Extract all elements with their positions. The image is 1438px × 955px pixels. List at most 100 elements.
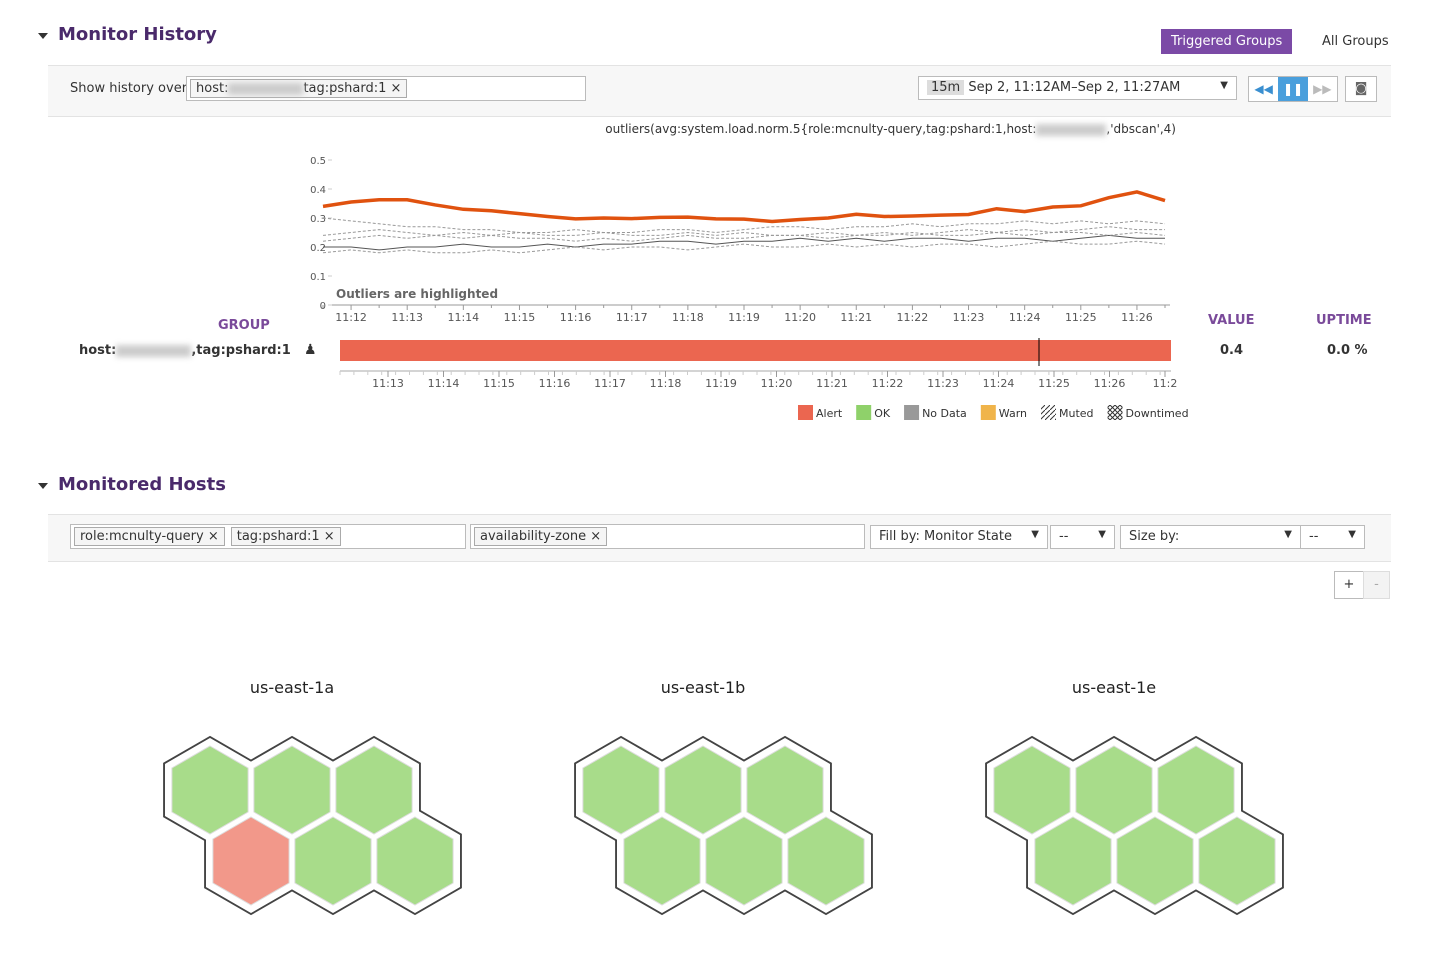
collapse-icon[interactable] bbox=[38, 33, 48, 39]
section-title: Monitor History bbox=[58, 24, 217, 45]
group-input[interactable]: availability-zone × bbox=[470, 524, 865, 549]
timeline-tick-label: 11:18 bbox=[650, 377, 682, 390]
host-map: us-east-1a us-east-1b us-east-1e bbox=[163, 678, 1284, 916]
host-hex bbox=[993, 745, 1071, 835]
host-hex bbox=[705, 816, 783, 906]
host-hex bbox=[335, 745, 413, 835]
timeline-tick-label: 11:14 bbox=[428, 377, 460, 390]
column-header: VALUE bbox=[1208, 313, 1255, 328]
fill-select[interactable]: -- ▼ bbox=[1050, 525, 1115, 549]
rewind-button[interactable]: ◀◀ bbox=[1254, 82, 1273, 96]
annotation: Outliers are highlighted bbox=[336, 287, 498, 301]
host-hex bbox=[623, 816, 701, 906]
fill-select[interactable]: Fill by: Monitor State ▼ bbox=[870, 525, 1048, 549]
host-hex bbox=[746, 745, 824, 835]
timeline-tick-label: 11:2 bbox=[1153, 377, 1178, 390]
chip-text: availability-zone bbox=[480, 529, 587, 544]
host-hex bbox=[1034, 816, 1112, 906]
x-tick-label: 11:23 bbox=[953, 311, 985, 324]
host-hex bbox=[253, 745, 331, 835]
filter-input[interactable]: role:mcnulty-query × tag:pshard:1 × bbox=[70, 524, 466, 549]
x-tick-label: 11:19 bbox=[728, 311, 760, 324]
group-name: us-east-1a bbox=[250, 678, 334, 697]
x-tick-label: 11:22 bbox=[897, 311, 929, 324]
forward-button[interactable]: ▶▶ bbox=[1313, 82, 1332, 96]
select-text: -- bbox=[1309, 529, 1319, 544]
x-tick-label: 11:14 bbox=[447, 311, 479, 324]
host-hex bbox=[294, 816, 372, 906]
range-text: Sep 2, 11:12AM–Sep 2, 11:27AM bbox=[968, 80, 1181, 95]
column-header: UPTIME bbox=[1316, 313, 1372, 328]
pause-button[interactable]: ❚❚ bbox=[1278, 77, 1308, 101]
column-header: GROUP bbox=[218, 318, 270, 333]
uptime: 0.0 % bbox=[1327, 343, 1368, 358]
x-tick-label: 11:15 bbox=[504, 311, 536, 324]
series-line bbox=[322, 217, 1166, 234]
mute-icon[interactable]: ♟ bbox=[304, 342, 317, 358]
tab-button[interactable]: Triggered Groups bbox=[1161, 29, 1293, 54]
time-select[interactable]: 15m Sep 2, 11:12AM–Sep 2, 11:27AM ▼ bbox=[918, 76, 1237, 100]
label: Show history over bbox=[70, 81, 188, 96]
chip-text: role:mcnulty-query bbox=[80, 529, 204, 544]
chip-text: host: bbox=[196, 81, 229, 96]
tab-button[interactable]: All Groups bbox=[1322, 34, 1389, 49]
x-tick-label: 11:20 bbox=[784, 311, 816, 324]
range-short: 15m bbox=[927, 80, 965, 95]
x-tick-label: 11:17 bbox=[616, 311, 648, 324]
y-tick-label: 0.1 bbox=[310, 272, 326, 283]
legend-swatch bbox=[1107, 405, 1123, 420]
filter-input[interactable]: host: tag:pshard:1 × bbox=[186, 76, 586, 101]
size-select[interactable]: Size by: ▼ bbox=[1120, 525, 1301, 549]
legend-label: Muted bbox=[1059, 407, 1094, 420]
legend-label: Downtimed bbox=[1126, 407, 1189, 420]
size-select[interactable]: -- ▼ bbox=[1300, 525, 1365, 549]
timeline-tick-label: 11:15 bbox=[483, 377, 515, 390]
timeline-tick-label: 11:17 bbox=[594, 377, 626, 390]
timeline-tick-label: 11:24 bbox=[983, 377, 1015, 390]
value: 0.4 bbox=[1220, 343, 1244, 358]
series-line bbox=[322, 226, 1165, 242]
series-line bbox=[322, 229, 1166, 242]
query: outliers(avg:system.load.norm.5{role:mcn… bbox=[605, 122, 1176, 136]
host-hex bbox=[787, 816, 865, 906]
x-tick-label: 11:16 bbox=[560, 311, 592, 324]
query-text: outliers(avg:system.load.norm.5{role:mcn… bbox=[605, 122, 1037, 136]
host-hex bbox=[1116, 816, 1194, 906]
group-name: us-east-1e bbox=[1072, 678, 1156, 697]
chip[interactable]: role:mcnulty-query × bbox=[74, 527, 225, 546]
host-hex bbox=[1157, 745, 1235, 835]
group-name: host: ,tag:pshard:1 bbox=[79, 343, 291, 358]
y-tick-label: 0.3 bbox=[310, 214, 326, 225]
collapse-icon[interactable] bbox=[38, 483, 48, 489]
chip[interactable]: host: tag:pshard:1 × bbox=[190, 79, 408, 98]
timeline-tick-label: 11:21 bbox=[816, 377, 848, 390]
chip-text: tag:pshard:1 bbox=[236, 529, 320, 544]
host-hex bbox=[1198, 816, 1276, 906]
zoom-out[interactable]: - bbox=[1363, 571, 1390, 599]
legend-label: Alert bbox=[816, 407, 843, 420]
x-tick-label: 11:12 bbox=[335, 311, 367, 324]
x-tick-label: 11:24 bbox=[1009, 311, 1041, 324]
timeline-tick-label: 11:16 bbox=[539, 377, 571, 390]
select-text: Size by: bbox=[1129, 529, 1180, 544]
chip[interactable]: availability-zone × bbox=[474, 527, 608, 546]
legend-label: OK bbox=[874, 407, 891, 420]
x-tick-label: 11:21 bbox=[840, 311, 872, 324]
host-hex bbox=[212, 816, 290, 906]
snapshot-button[interactable]: ◙ bbox=[1345, 76, 1377, 102]
x-tick-label: 11:26 bbox=[1121, 311, 1153, 324]
timeline-tick-label: 11:25 bbox=[1038, 377, 1070, 390]
y-tick-label: 0.2 bbox=[310, 243, 326, 254]
legend-swatch bbox=[1041, 405, 1057, 420]
legend-label: No Data bbox=[922, 407, 967, 420]
host-hex bbox=[582, 745, 660, 835]
series-line bbox=[323, 234, 1165, 251]
playback: ◀◀ ❚❚ ▶▶ bbox=[1248, 76, 1338, 102]
legend-swatch bbox=[980, 405, 996, 420]
chip[interactable]: tag:pshard:1 × bbox=[230, 527, 341, 546]
legend-swatch bbox=[904, 405, 920, 420]
query-text: ,'dbscan',4) bbox=[1106, 122, 1176, 136]
x-tick-label: 11:18 bbox=[672, 311, 704, 324]
zoom-in[interactable]: + bbox=[1334, 571, 1364, 599]
